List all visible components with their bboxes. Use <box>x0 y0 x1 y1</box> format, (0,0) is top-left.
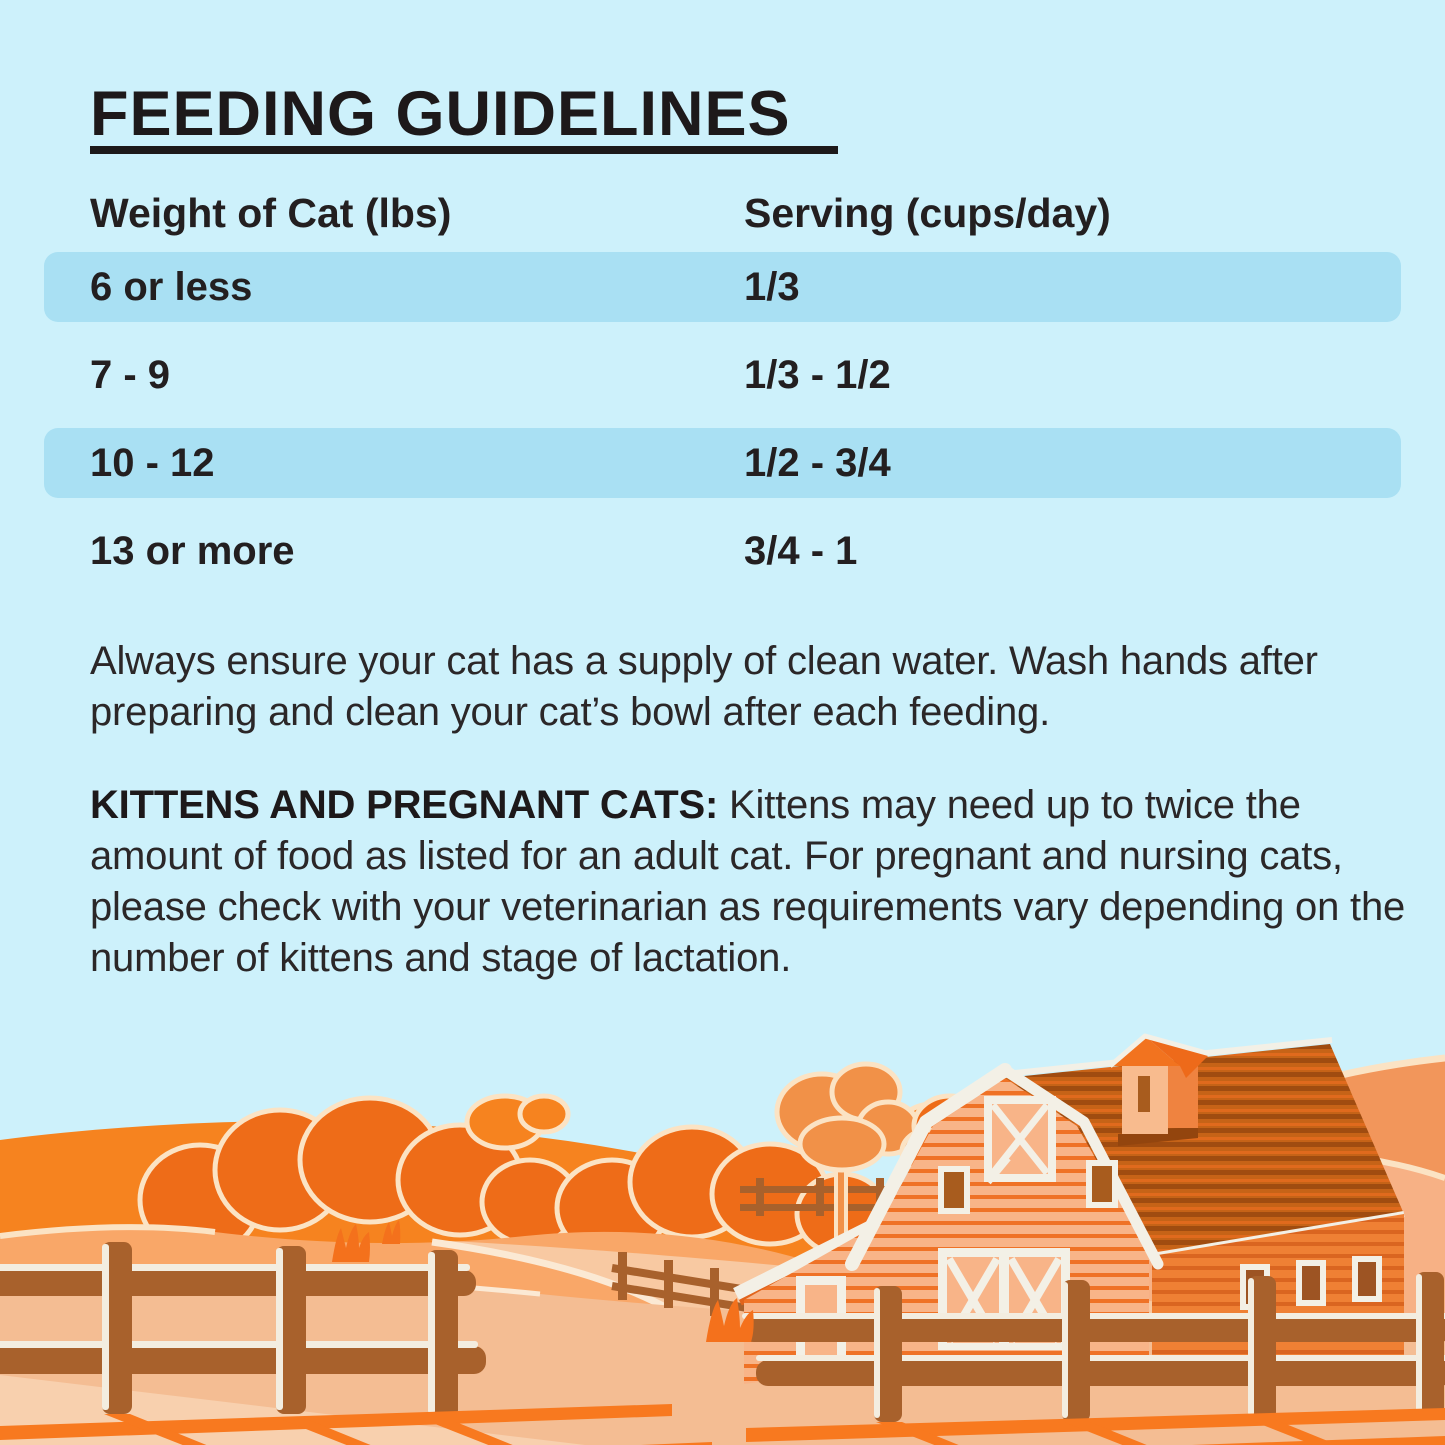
column-header-weight: Weight of Cat (lbs) <box>90 190 452 236</box>
tall-tree <box>774 1061 921 1244</box>
barn-front <box>845 1063 1164 1374</box>
serving-value: 1/3 <box>744 265 800 309</box>
water-note: Always ensure your cat has a supply of c… <box>90 639 1318 734</box>
hayloft-window <box>984 1096 1056 1185</box>
weight-value: 13 or more <box>90 529 295 573</box>
grass-tufts <box>332 1220 754 1342</box>
fence-post <box>1062 1280 1090 1422</box>
front-window <box>938 1166 970 1214</box>
fence-post <box>102 1242 132 1414</box>
front-window <box>1086 1160 1118 1208</box>
kittens-note-heading: KITTENS AND PREGNANT CATS: <box>90 783 719 827</box>
side-window <box>1296 1260 1326 1306</box>
table-row: 13 or more 3/4 - 1 <box>44 516 1401 586</box>
column-header-serving: Serving (cups/day) <box>744 190 1111 236</box>
kittens-note: KITTENS AND PREGNANT CATS: Kittens may n… <box>90 780 1435 984</box>
fence-post <box>1248 1276 1276 1420</box>
fence-post <box>428 1250 458 1418</box>
table-row: 6 or less 1/3 <box>44 252 1401 322</box>
table-header: Weight of Cat (lbs) Serving (cups/day) <box>0 190 1445 236</box>
feeding-table: 6 or less 1/3 7 - 9 1/3 - 1/2 10 - 12 1/… <box>44 252 1401 604</box>
serving-value: 1/2 - 3/4 <box>744 441 891 485</box>
fence-shadows <box>0 1404 1445 1445</box>
weight-value: 6 or less <box>90 265 253 309</box>
kittens-note-body: Kittens may need up to twice the amount … <box>90 783 1406 980</box>
title-underline <box>90 146 838 154</box>
left-fence <box>0 1242 486 1418</box>
cupola <box>1108 1033 1211 1146</box>
fence-post <box>1416 1272 1444 1418</box>
page-title: FEEDING GUIDELINES <box>90 79 791 149</box>
serving-value: 3/4 - 1 <box>744 529 858 573</box>
weight-value: 10 - 12 <box>90 441 215 485</box>
barn <box>733 1033 1405 1384</box>
side-window <box>1352 1256 1382 1302</box>
fence-post <box>276 1246 306 1414</box>
right-fence <box>742 1272 1445 1422</box>
farm-illustration <box>0 1033 1445 1445</box>
table-row: 10 - 12 1/2 - 3/4 <box>44 428 1401 498</box>
serving-value: 1/3 - 1/2 <box>744 353 891 397</box>
fence-post <box>874 1286 902 1422</box>
weight-value: 7 - 9 <box>90 353 171 397</box>
table-row: 7 - 9 1/3 - 1/2 <box>44 340 1401 410</box>
